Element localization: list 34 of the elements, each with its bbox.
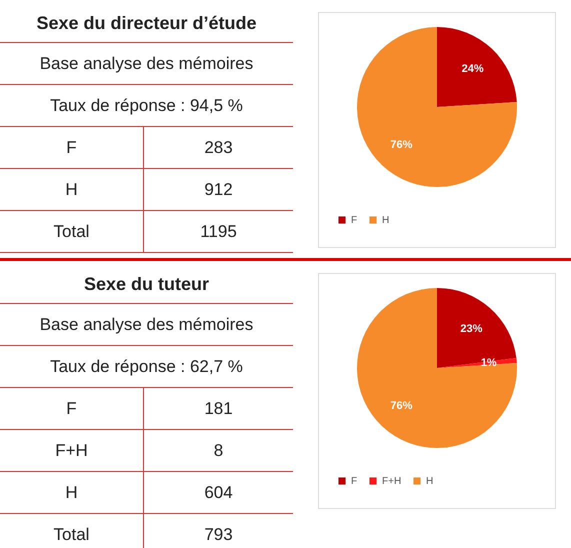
- category-label: H: [0, 168, 144, 210]
- legend-label: F+H: [382, 476, 402, 487]
- data-label: 24%: [462, 63, 484, 76]
- pie-slice: [437, 288, 516, 368]
- data-label: 1%: [480, 357, 497, 370]
- legend-label: F: [351, 215, 358, 226]
- text: Base analyse des mémoires: [0, 42, 293, 84]
- pie-slice: [437, 27, 517, 107]
- data-label: 76%: [390, 400, 413, 412]
- data-label: 912: [144, 168, 293, 210]
- legend-label: H: [426, 476, 434, 487]
- data-label: 76%: [390, 138, 413, 151]
- category-label: Total: [0, 210, 144, 252]
- data-label: 181: [144, 388, 293, 430]
- text: Taux de réponse : 94,5 %: [0, 84, 293, 126]
- category-label: F+H: [0, 430, 144, 472]
- category-label: F: [0, 388, 144, 430]
- legend-label: H: [382, 215, 390, 226]
- data-label: 793: [144, 514, 293, 548]
- pie-slice: [357, 288, 517, 448]
- pie-slice: [357, 27, 517, 187]
- text: Sexe du directeur d’étude: [0, 4, 293, 42]
- data-label: 8: [144, 430, 293, 472]
- text: Base analyse des mémoires: [0, 304, 293, 346]
- data-label: 604: [144, 472, 293, 514]
- text: Taux de réponse : 62,7 %: [0, 346, 293, 388]
- legend-label: F: [351, 476, 358, 487]
- category-label: F: [0, 126, 144, 168]
- data-label: 1195: [144, 210, 293, 252]
- data-label: 283: [144, 126, 293, 168]
- category-label: H: [0, 472, 144, 514]
- text: Sexe du tuteur: [0, 265, 293, 304]
- data-label: 23%: [460, 322, 483, 335]
- category-label: Total: [0, 514, 144, 548]
